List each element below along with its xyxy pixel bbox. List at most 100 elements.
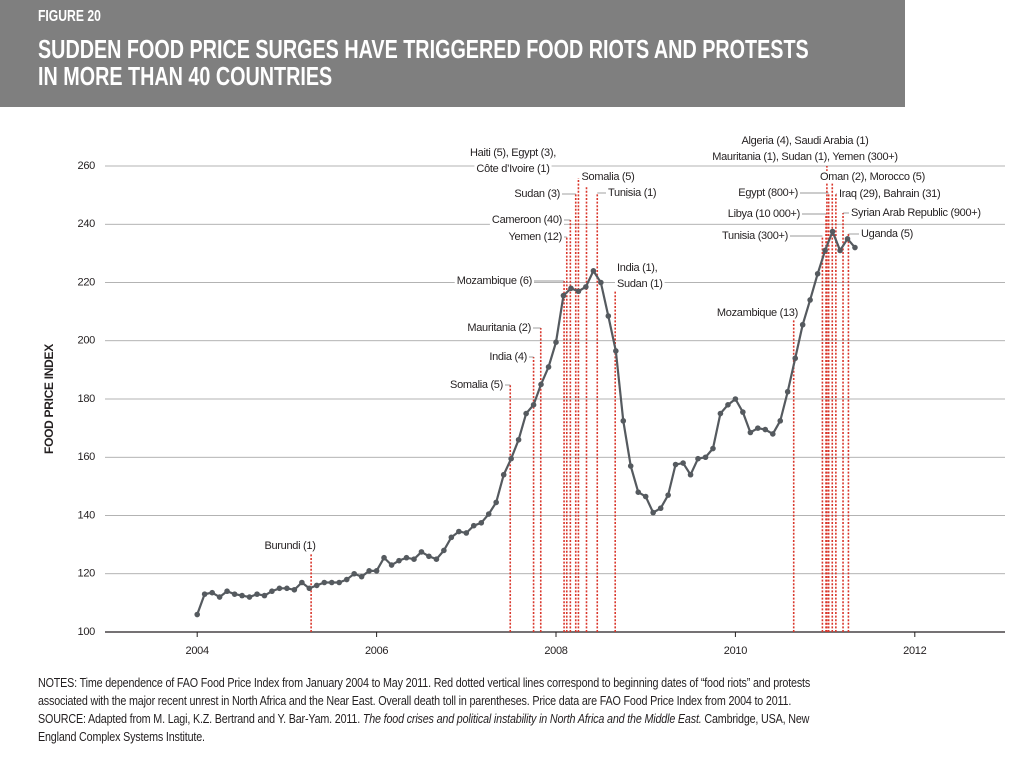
data [194, 228, 858, 618]
data-point [366, 568, 372, 574]
annotation-label: India (1), [617, 262, 658, 274]
annotation-label: Tunisia (300+) [722, 230, 788, 242]
annotation-label: Oman (2), Morocco (5) [820, 171, 925, 183]
y-tick-label: 140 [78, 509, 96, 521]
chart-title: IN MORE THAN 40 COUNTRIES [38, 61, 333, 91]
annotation-label: Iraq (29), Bahrain (31) [839, 188, 940, 200]
data-point [755, 425, 761, 431]
data-point [687, 471, 694, 478]
annotation-label: Côte d’Ivoire (1) [476, 163, 549, 175]
y-tick-label: 220 [78, 276, 96, 288]
labels: 100 120 140 160 180 200 220 240 260 2004 2006 2008 2… [78, 134, 983, 657]
data-point [269, 588, 275, 595]
annotation-label: Tunisia (1) [608, 187, 656, 199]
data-point [306, 585, 313, 592]
y-tick-label: 160 [78, 451, 96, 463]
data-point [613, 348, 619, 354]
annotation-label: Sudan (1) [617, 278, 663, 290]
data-point [650, 509, 656, 516]
label-background [467, 146, 559, 159]
label-background [474, 162, 552, 175]
data-point [530, 402, 537, 408]
data-point [224, 588, 230, 595]
annotation-label: Algeria (4), Saudi Arabia (1) [741, 135, 868, 147]
data-point [799, 321, 806, 328]
data-point [598, 279, 604, 286]
data-point [373, 568, 380, 574]
annotation-label: Sudan (3) [514, 188, 560, 200]
data-point [299, 579, 305, 586]
data-point [710, 445, 716, 452]
label-background [849, 206, 983, 219]
data-point [560, 292, 567, 299]
y-tick-label: 260 [78, 160, 96, 172]
data-point [358, 573, 365, 580]
y-tick-label: 100 [78, 626, 96, 638]
data-point [246, 594, 253, 600]
notes-text: NOTES: Time dependence of FAO Food Price… [38, 676, 811, 708]
data-point [478, 519, 485, 526]
data-point [523, 410, 529, 417]
data-point [254, 591, 260, 597]
data-point [231, 591, 238, 597]
data-point [665, 492, 671, 498]
label-background [710, 150, 900, 163]
data-point [740, 409, 746, 415]
data-point [545, 364, 552, 370]
data-point [485, 511, 492, 517]
data-point [747, 429, 754, 436]
data-point [284, 585, 290, 592]
annotation-label: Mauritania (1), Sudan (1), Yemen (300+) [712, 151, 898, 163]
data-point [605, 313, 612, 319]
data-point [500, 471, 507, 478]
source-text: SOURCE: Adapted from M. Lagi, K.Z. Bertr… [38, 710, 812, 746]
data-point [321, 579, 328, 586]
annotation-label: India (4) [489, 351, 527, 363]
source: SOURCE: Adapted from M. Lagi, K.Z. Bertr… [38, 712, 363, 726]
label-background [736, 186, 800, 199]
chart: FOOD PRICE INDEX 100 120 140 160 180 200 220 24… [42, 134, 1005, 657]
data-point [209, 589, 215, 596]
x-tick-label: 2004 [186, 645, 209, 657]
y-tick-label: 240 [78, 218, 96, 230]
data-point [732, 396, 739, 402]
x-tick-label: 2012 [903, 645, 926, 657]
data-point [448, 534, 455, 541]
data-point [418, 549, 425, 555]
data-point [807, 297, 813, 303]
data-point [702, 454, 709, 461]
data-point [411, 556, 417, 562]
data-point [276, 585, 283, 592]
data-point [403, 554, 410, 561]
notes: NOTES: Time dependence of FAO Food Price… [38, 674, 998, 746]
data-point [762, 426, 769, 433]
data-point [814, 270, 821, 277]
annotation-label: Mozambique (13) [717, 307, 798, 319]
data-point [657, 505, 664, 512]
label-background [859, 227, 916, 240]
data-point [852, 244, 858, 251]
data-point [456, 528, 462, 535]
figure-label: FIGURE 20 [38, 8, 101, 25]
data-point [216, 594, 223, 600]
data-point [844, 236, 851, 242]
chart-title: SUDDEN FOOD PRICE SURGES HAVE TRIGGERED … [38, 34, 809, 64]
data-point [583, 284, 589, 290]
data-point [194, 611, 200, 618]
label-background [714, 306, 800, 319]
label-background [739, 134, 871, 147]
data-point [343, 576, 350, 583]
annotation-label: Egypt (800+) [738, 187, 798, 199]
data-point [313, 582, 320, 589]
data-point [770, 431, 776, 437]
x-tick-label: 2010 [724, 645, 747, 657]
data-point [695, 455, 701, 462]
label-background [454, 274, 534, 287]
annotation-label: Mozambique (6) [457, 275, 532, 287]
annotation-label: Mauritania (2) [467, 322, 531, 334]
annotation-label: Cameroon (40) [492, 214, 562, 226]
data-point [829, 228, 836, 235]
data-point [441, 547, 447, 554]
annotation-label: Syrian Arab Republic (900+) [851, 207, 981, 219]
